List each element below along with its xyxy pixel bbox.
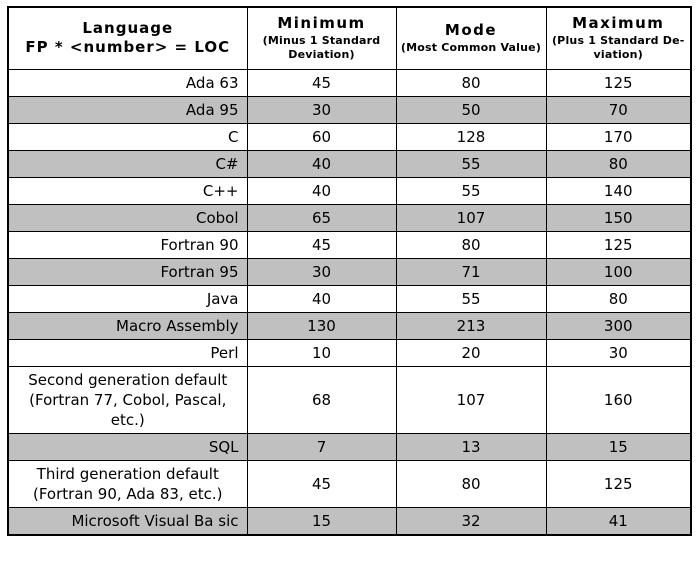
header-maximum-subtitle: (Plus 1 Standard De-viation) [551,34,685,62]
maximum-cell: 15 [545,432,692,461]
language-cell: Cobol [7,203,248,232]
table-row: Third generation default (Fortran 90, Ad… [7,459,692,508]
language-cell: Java [7,284,248,313]
language-cell: Ada 63 [7,68,248,97]
header-row: Language FP * <number> = LOC Minimum (Mi… [7,6,692,70]
language-cell: Macro Assembly [7,311,248,340]
minimum-cell: 10 [246,338,397,367]
mode-cell: 80 [395,459,547,508]
header-maximum: Maximum (Plus 1 Standard De-viation) [545,6,692,70]
mode-cell: 107 [395,203,547,232]
mode-cell: 32 [395,506,547,535]
mode-cell: 128 [395,122,547,151]
maximum-cell: 170 [545,122,692,151]
maximum-cell: 150 [545,203,692,232]
table-row: Perl 10 20 30 [7,338,692,367]
minimum-cell: 130 [246,311,397,340]
language-cell: Third generation default (Fortran 90, Ad… [7,459,248,508]
table-row: Microsoft Visual Ba sic 15 32 41 [7,506,692,535]
table-row: Fortran 90 45 80 125 [7,230,692,259]
mode-cell: 55 [395,176,547,205]
mode-cell: 80 [395,68,547,97]
mode-cell: 80 [395,230,547,259]
table-row: SQL 7 13 15 [7,432,692,461]
table-row: Second generation default (Fortran 77, C… [7,365,692,434]
mode-cell: 107 [395,365,547,434]
header-mode: Mode (Most Common Value) [395,6,547,70]
maximum-cell: 80 [545,149,692,178]
minimum-cell: 40 [246,284,397,313]
maximum-cell: 125 [545,459,692,508]
mode-cell: 55 [395,284,547,313]
mode-cell: 213 [395,311,547,340]
mode-cell: 13 [395,432,547,461]
language-cell: Second generation default (Fortran 77, C… [7,365,248,434]
maximum-cell: 30 [545,338,692,367]
language-cell: C [7,122,248,151]
minimum-cell: 65 [246,203,397,232]
mode-cell: 20 [395,338,547,367]
language-cell: Ada 95 [7,95,248,124]
header-minimum: Minimum (Minus 1 Standard Deviation) [246,6,397,70]
language-cell: Fortran 90 [7,230,248,259]
mode-cell: 50 [395,95,547,124]
minimum-cell: 60 [246,122,397,151]
minimum-cell: 30 [246,257,397,286]
language-cell: C# [7,149,248,178]
maximum-cell: 100 [545,257,692,286]
mode-cell: 71 [395,257,547,286]
language-cell: Microsoft Visual Ba sic [7,506,248,535]
maximum-cell: 125 [545,68,692,97]
minimum-cell: 15 [246,506,397,535]
header-mode-title: Mode [444,21,498,40]
fp-loc-table-container: Language FP * <number> = LOC Minimum (Mi… [7,6,692,536]
header-language-title: Language [82,19,174,38]
maximum-cell: 300 [545,311,692,340]
mode-cell: 55 [395,149,547,178]
language-cell: SQL [7,432,248,461]
table-row: C++ 40 55 140 [7,176,692,205]
minimum-cell: 40 [246,149,397,178]
header-maximum-title: Maximum [572,14,665,33]
minimum-cell: 40 [246,176,397,205]
header-mode-subtitle: (Most Common Value) [400,41,542,55]
table-row: Ada 63 45 80 125 [7,68,692,97]
table-row: Macro Assembly 130 213 300 [7,311,692,340]
minimum-cell: 68 [246,365,397,434]
header-language: Language FP * <number> = LOC [7,6,248,70]
language-cell: Perl [7,338,248,367]
minimum-cell: 45 [246,230,397,259]
maximum-cell: 160 [545,365,692,434]
maximum-cell: 70 [545,95,692,124]
maximum-cell: 41 [545,506,692,535]
maximum-cell: 125 [545,230,692,259]
table-row: Fortran 95 30 71 100 [7,257,692,286]
header-minimum-subtitle: (Minus 1 Standard Deviation) [262,34,381,62]
header-language-formula: FP * <number> = LOC [25,38,231,57]
minimum-cell: 45 [246,68,397,97]
language-cell: Fortran 95 [7,257,248,286]
maximum-cell: 80 [545,284,692,313]
table-row: Cobol 65 107 150 [7,203,692,232]
header-minimum-title: Minimum [277,14,366,33]
fp-loc-conversion-table: Language FP * <number> = LOC Minimum (Mi… [7,6,692,536]
minimum-cell: 30 [246,95,397,124]
table-row: Java 40 55 80 [7,284,692,313]
maximum-cell: 140 [545,176,692,205]
table-row: Ada 95 30 50 70 [7,95,692,124]
table-row: C# 40 55 80 [7,149,692,178]
table-row: C 60 128 170 [7,122,692,151]
language-cell: C++ [7,176,248,205]
minimum-cell: 7 [246,432,397,461]
table-body: Ada 63 45 80 125 Ada 95 30 50 70 C 60 128 170 C# 40 55… [7,68,692,535]
minimum-cell: 45 [246,459,397,508]
